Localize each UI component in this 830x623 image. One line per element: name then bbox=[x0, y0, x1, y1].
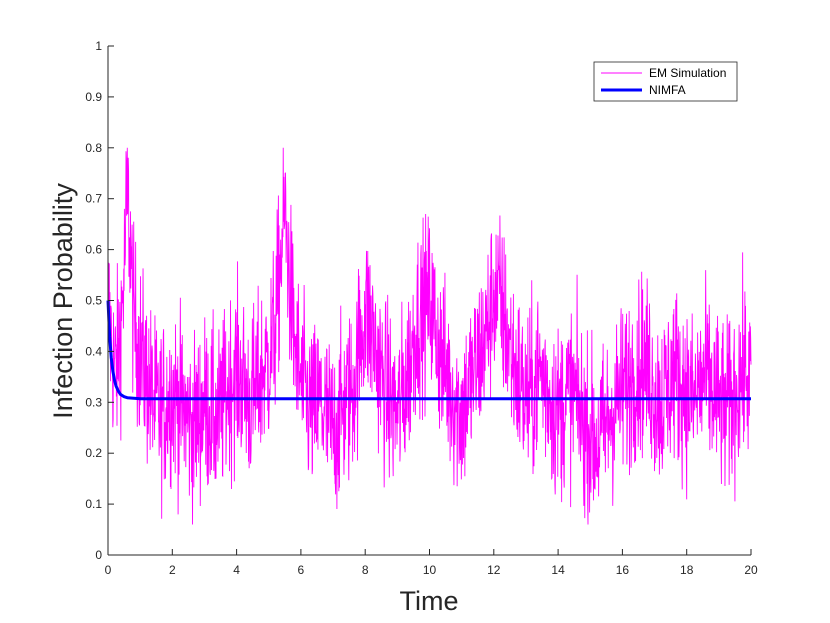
x-tick-label: 6 bbox=[298, 563, 305, 577]
x-axis-title: Time bbox=[400, 586, 459, 616]
x-tick-label: 4 bbox=[233, 563, 240, 577]
y-tick-label: 0 bbox=[95, 548, 102, 562]
y-axis-title: Infection Probability bbox=[48, 183, 78, 419]
legend-label-nimfa: NIMFA bbox=[649, 83, 686, 97]
x-tick-label: 0 bbox=[105, 563, 112, 577]
x-tick-label: 2 bbox=[169, 563, 176, 577]
y-tick-label: 0.8 bbox=[85, 141, 102, 155]
legend: EM Simulation NIMFA bbox=[593, 61, 738, 102]
x-tick-label: 12 bbox=[487, 563, 501, 577]
y-tick-label: 0.6 bbox=[85, 243, 102, 257]
x-tick-label: 18 bbox=[680, 563, 694, 577]
y-tick-label: 0.7 bbox=[85, 192, 102, 206]
legend-box bbox=[593, 61, 738, 102]
y-tick-label: 1 bbox=[95, 39, 102, 53]
y-tick-label: 0.9 bbox=[85, 90, 102, 104]
x-tick-label: 14 bbox=[551, 563, 565, 577]
y-tick-label: 0.2 bbox=[85, 446, 102, 460]
legend-label-em-simulation: EM Simulation bbox=[649, 66, 726, 80]
y-tick-label: 0.4 bbox=[85, 344, 102, 358]
series-nimfa bbox=[106, 300, 751, 401]
x-tick-label: 10 bbox=[423, 563, 437, 577]
axes: 0 2 4 6 8 10 12 14 16 18 20 0 0.1 0.2 0.3 0.4 0.5 0.6 0.7 0… bbox=[85, 39, 758, 577]
plot-area bbox=[106, 147, 752, 525]
y-tick-label: 0.5 bbox=[85, 294, 102, 308]
y-tick-label: 0.1 bbox=[85, 497, 102, 511]
x-tick-label: 20 bbox=[744, 563, 758, 577]
x-tick-label: 8 bbox=[362, 563, 369, 577]
x-tick-label: 16 bbox=[616, 563, 630, 577]
y-tick-label: 0.3 bbox=[85, 395, 102, 409]
series-em-simulation bbox=[107, 147, 752, 525]
